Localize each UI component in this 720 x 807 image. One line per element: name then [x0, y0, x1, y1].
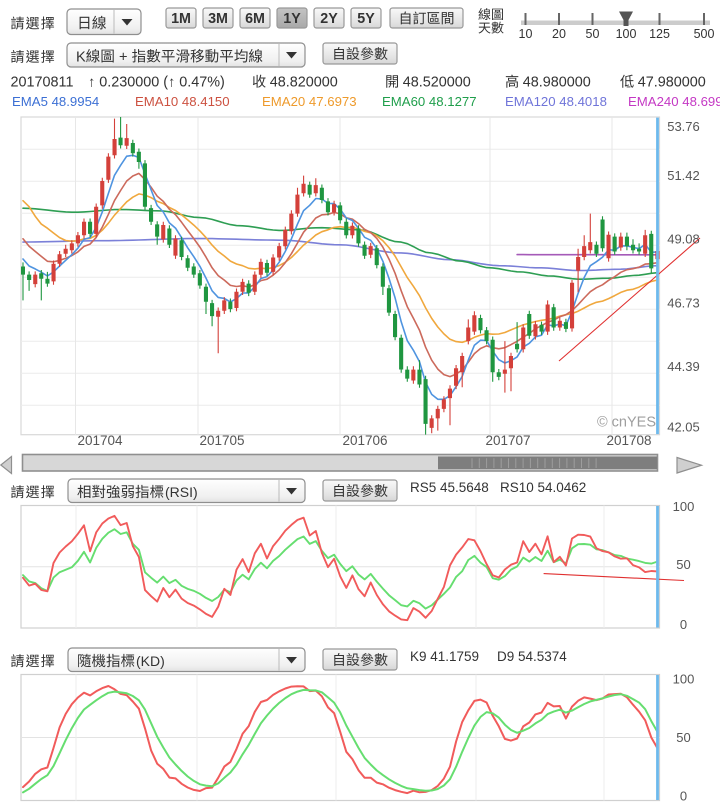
- svg-text:50: 50: [676, 557, 690, 572]
- svg-text:201707: 201707: [485, 433, 530, 448]
- svg-text:48.520000: 48.520000: [403, 75, 471, 91]
- svg-text:1M: 1M: [171, 11, 191, 27]
- svg-text:201706: 201706: [342, 433, 387, 448]
- svg-text:42.05: 42.05: [667, 420, 700, 435]
- svg-text:3M: 3M: [208, 11, 228, 27]
- svg-text:100: 100: [673, 499, 695, 514]
- svg-text:1Y: 1Y: [283, 11, 301, 27]
- svg-text:EMA120 48.4018: EMA120 48.4018: [505, 94, 607, 109]
- svg-text:RS10 54.0462: RS10 54.0462: [500, 480, 586, 495]
- svg-text:EMA240 48.6997: EMA240 48.6997: [628, 94, 720, 109]
- svg-text:20170811: 20170811: [11, 75, 74, 91]
- svg-text:201705: 201705: [199, 433, 244, 448]
- svg-text:© cnYES: © cnYES: [597, 415, 656, 431]
- svg-text:EMA60 48.1277: EMA60 48.1277: [382, 94, 477, 109]
- svg-text:EMA10 48.4150: EMA10 48.4150: [135, 94, 230, 109]
- svg-text:+: +: [115, 49, 132, 65]
- svg-text:100: 100: [616, 27, 637, 41]
- svg-text:D9 54.5374: D9 54.5374: [497, 649, 567, 664]
- svg-text:6M: 6M: [245, 11, 265, 27]
- svg-text:K: K: [76, 49, 86, 65]
- svg-text:201704: 201704: [77, 433, 123, 448]
- svg-text:53.76: 53.76: [667, 119, 700, 134]
- svg-text:44.39: 44.39: [667, 359, 700, 374]
- svg-text:(KD): (KD): [136, 653, 165, 669]
- svg-text:48.820000: 48.820000: [270, 75, 338, 91]
- svg-text:48.980000: 48.980000: [523, 75, 591, 91]
- svg-text:51.42: 51.42: [667, 168, 700, 183]
- svg-text:50: 50: [586, 27, 600, 41]
- svg-text:(RSI): (RSI): [165, 484, 198, 500]
- svg-text:10: 10: [519, 27, 533, 41]
- svg-text:RS5 45.5648: RS5 45.5648: [410, 480, 489, 495]
- svg-text:EMA5 48.9954: EMA5 48.9954: [12, 94, 99, 109]
- svg-text:47.980000: 47.980000: [638, 75, 706, 91]
- svg-text:0: 0: [680, 789, 687, 804]
- svg-text:0: 0: [680, 617, 687, 632]
- svg-text:5Y: 5Y: [357, 11, 375, 27]
- svg-text:K9 41.1759: K9 41.1759: [410, 649, 479, 664]
- svg-text:↑ 0.230000 (↑ 0.47%): ↑ 0.230000 (↑ 0.47%): [88, 75, 225, 91]
- svg-text:46.73: 46.73: [667, 295, 700, 310]
- svg-text:201708: 201708: [606, 433, 651, 448]
- svg-text:49.08: 49.08: [667, 232, 700, 247]
- svg-text:100: 100: [673, 672, 695, 687]
- svg-text:20: 20: [552, 27, 566, 41]
- svg-text:125: 125: [649, 27, 670, 41]
- svg-text:50: 50: [676, 730, 690, 745]
- svg-text:500: 500: [694, 27, 715, 41]
- svg-text:2Y: 2Y: [320, 11, 338, 27]
- svg-text:EMA20 47.6973: EMA20 47.6973: [262, 94, 357, 109]
